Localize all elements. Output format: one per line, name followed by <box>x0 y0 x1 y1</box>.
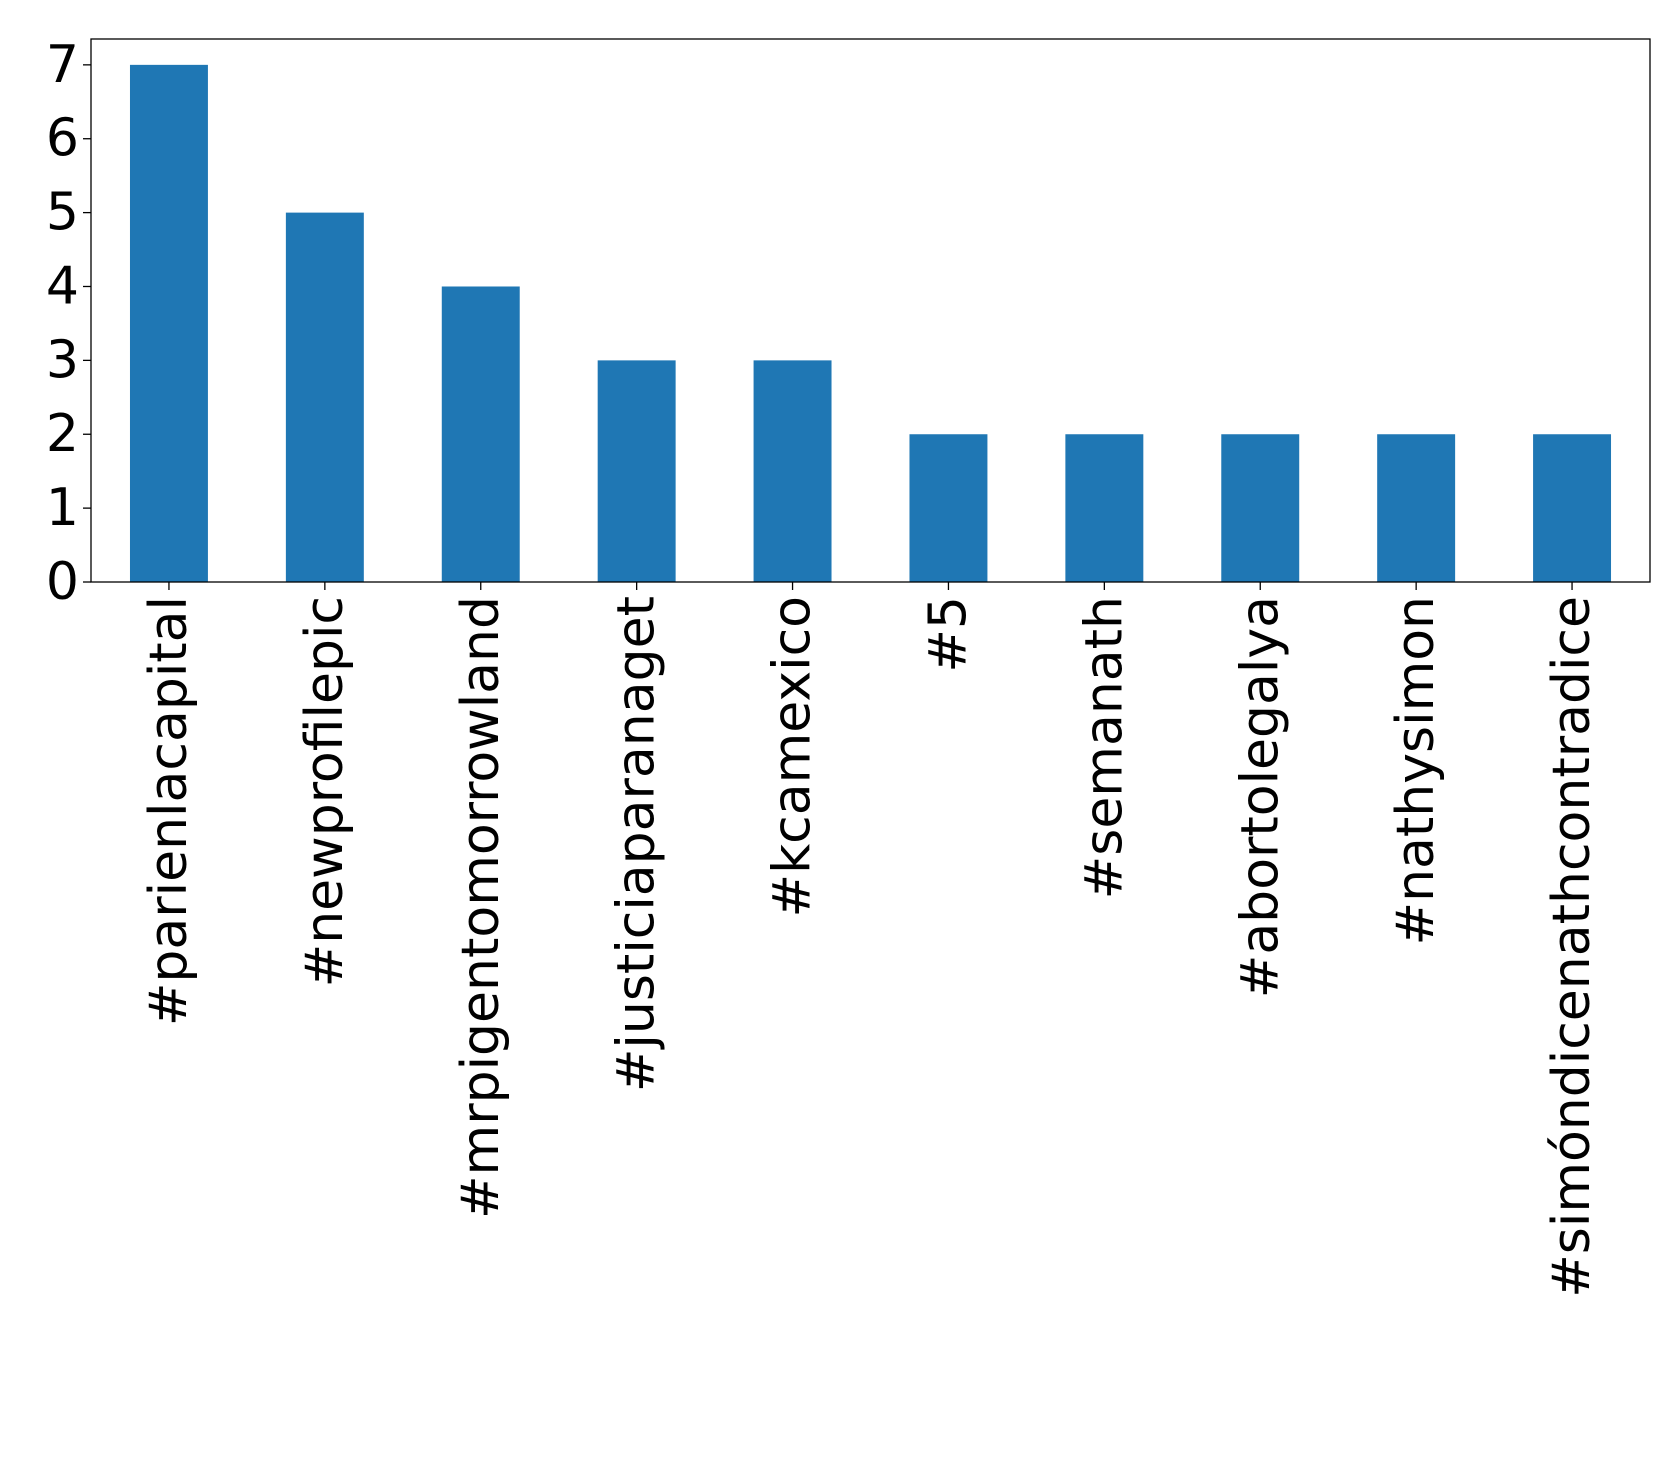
x-tick-label: #5 <box>918 596 978 673</box>
bar <box>129 64 208 583</box>
y-tick-label: 1 <box>46 478 79 538</box>
x-tick-label: #kcamexico <box>763 596 823 918</box>
y-tick-label: 3 <box>46 330 79 390</box>
bar <box>1377 434 1456 582</box>
plot-area-frame <box>90 38 1651 583</box>
x-tick-label: #justiciaparanaget <box>607 596 667 1092</box>
bar <box>753 360 832 582</box>
bar <box>1221 434 1300 582</box>
y-tick-label: 7 <box>46 35 79 95</box>
bar <box>285 212 364 582</box>
bar <box>1533 434 1612 582</box>
y-tick-label: 0 <box>46 552 79 612</box>
x-tick-label: #simóndicenathcontradice <box>1542 596 1602 1298</box>
y-axis: 0 1 2 3 4 5 6 7 <box>46 35 91 612</box>
bar-series <box>129 64 1612 583</box>
x-tick-label: #parienlacapital <box>139 596 199 1026</box>
y-tick-label: 6 <box>46 109 79 169</box>
x-tick-label: #newprofilepic <box>295 596 355 987</box>
bar <box>441 286 520 582</box>
x-tick-label: #semanath <box>1074 596 1134 899</box>
x-axis: #parienlacapital #newprofilepic #mrpigento… <box>139 582 1602 1298</box>
x-tick-label: #mrpigentomorrowland <box>451 596 511 1219</box>
bar <box>1065 434 1144 582</box>
x-tick-label: #abortolegalya <box>1230 596 1290 998</box>
bar <box>909 434 988 582</box>
y-tick-label: 5 <box>46 183 79 243</box>
y-tick-label: 4 <box>46 256 79 316</box>
y-tick-label: 2 <box>46 404 79 464</box>
bar <box>597 360 676 582</box>
x-tick-label: #nathysimon <box>1386 596 1446 945</box>
